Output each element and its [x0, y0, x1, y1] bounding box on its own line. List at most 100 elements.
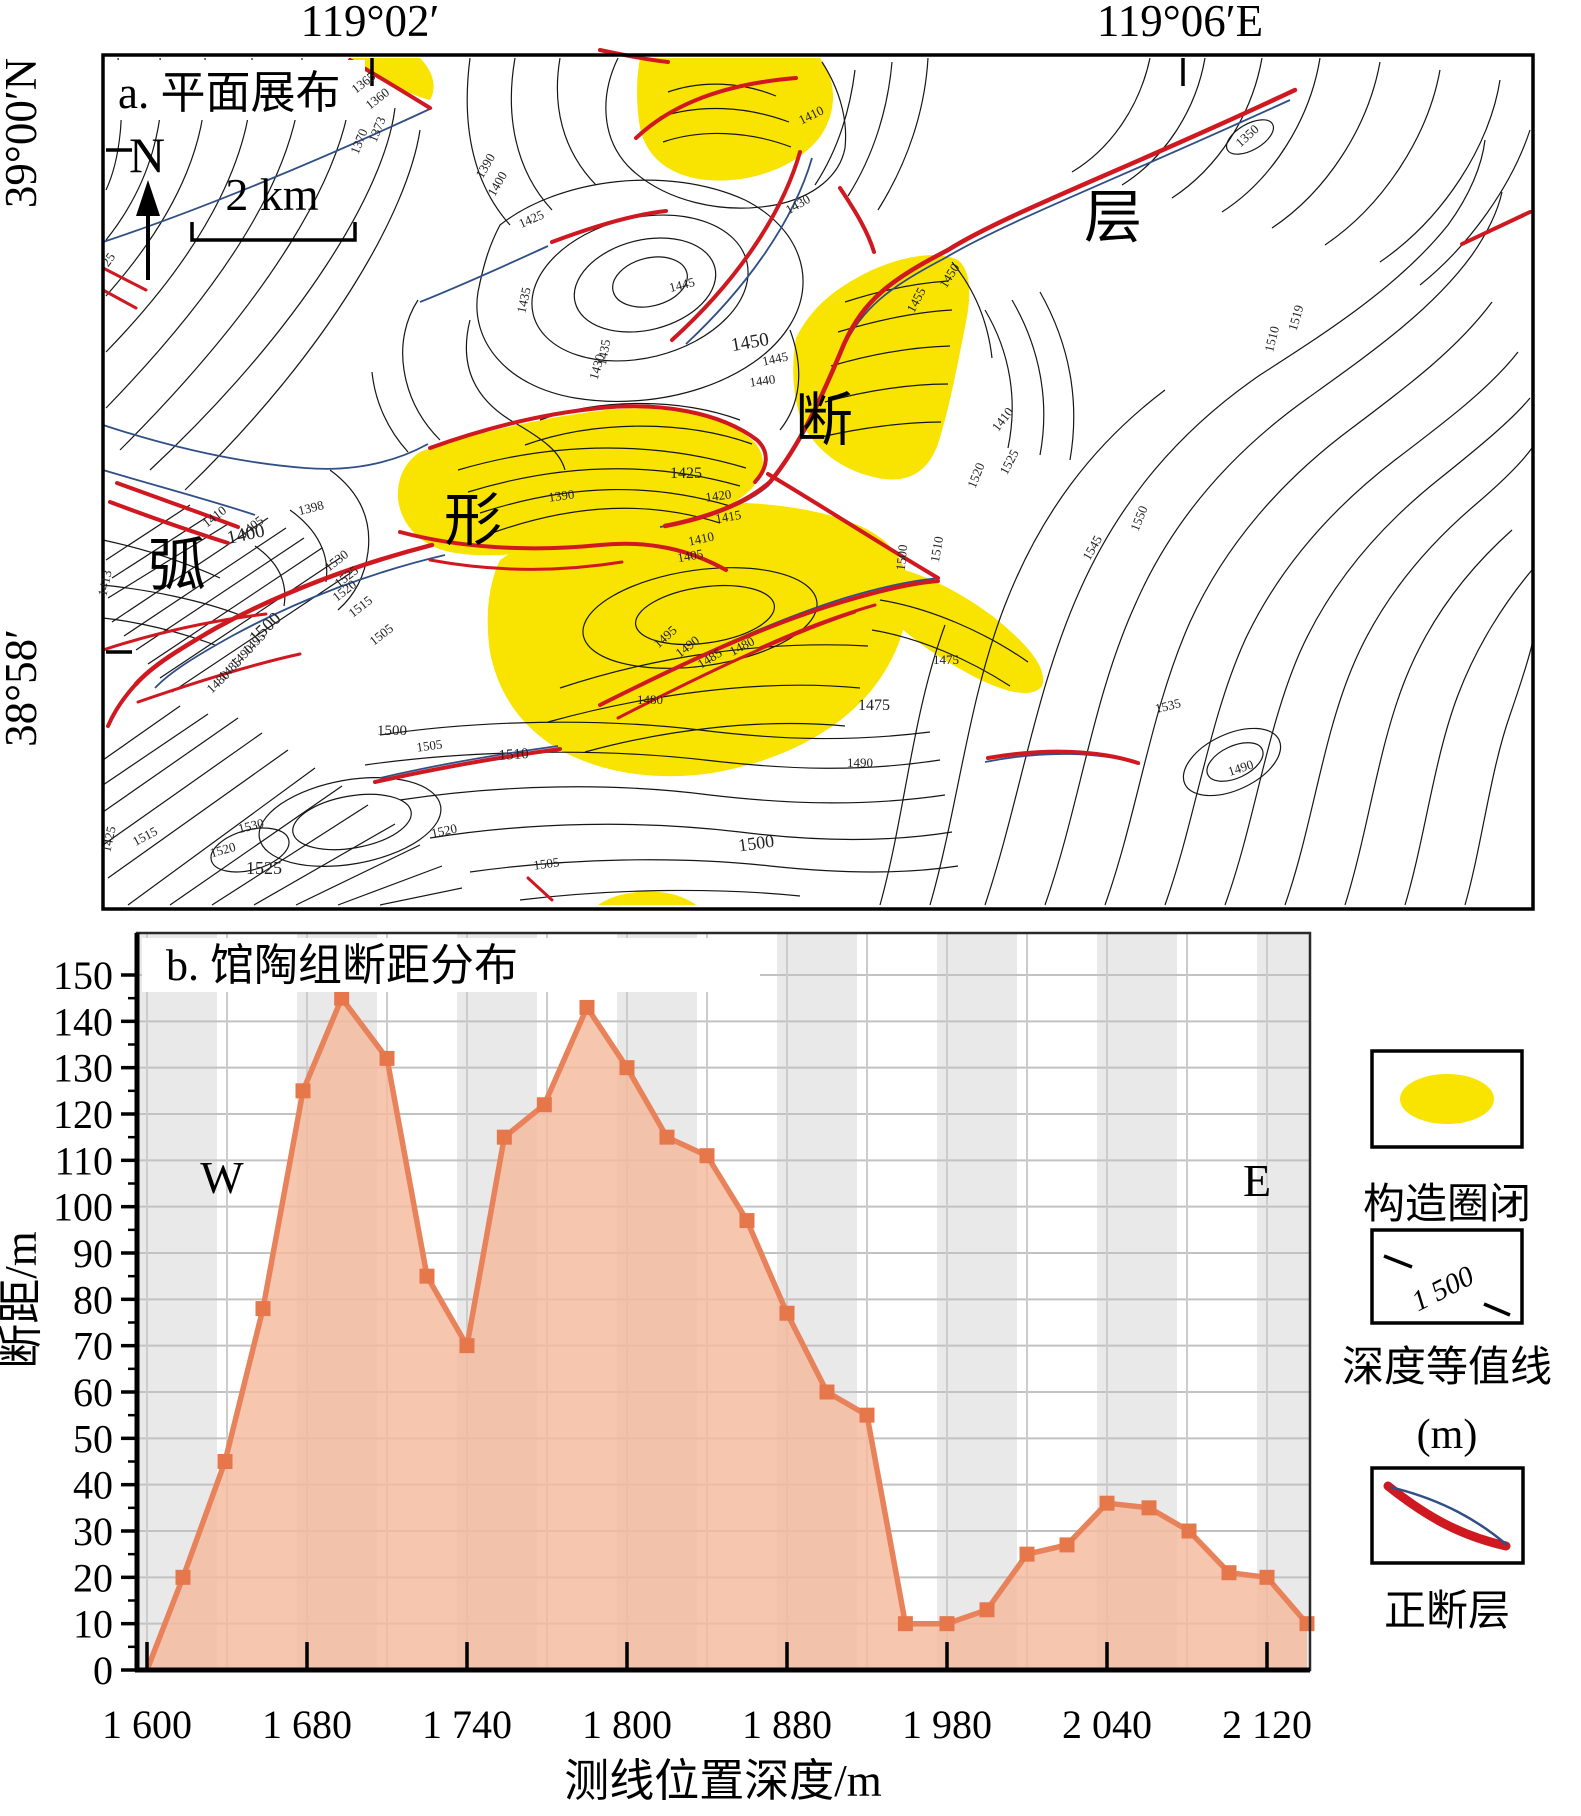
structural-closure-shapes [350, 58, 1044, 905]
y-tick-label: 150 [53, 953, 113, 998]
contour-value-label: 1510 [1261, 324, 1282, 353]
data-point-marker [217, 1454, 233, 1469]
contour-value-label: 1398 [296, 497, 325, 518]
contour-value-label: 1500 [893, 544, 911, 571]
data-point-marker [619, 1060, 635, 1076]
contour-value-label: 1370 [347, 126, 371, 156]
contour-value-label: 1430 [783, 191, 813, 217]
contour-value-label: 1420 [704, 486, 732, 504]
contour-sample-line-right [1483, 1302, 1511, 1317]
contour-value-label: 1410 [687, 529, 716, 549]
x-tick-label: 2 040 [1062, 1702, 1152, 1747]
contour-value-label: 1519 [1285, 303, 1307, 332]
contour-value-label: 1415 [714, 507, 742, 526]
y-tick-label: 90 [73, 1231, 113, 1276]
data-point-marker [939, 1616, 955, 1632]
y-tick-label: 60 [73, 1370, 113, 1415]
x-tick-label: 1 600 [102, 1702, 192, 1747]
data-point-marker [579, 999, 595, 1015]
contour-value-label: 1490 [1226, 757, 1255, 779]
normal-fault-lines [101, 48, 1532, 902]
contour-value-label: 1425 [516, 207, 546, 231]
legend-contour-unit: (m) [1417, 1412, 1478, 1458]
y-tick-label: 110 [54, 1138, 113, 1183]
contour-value-label: 1413 [95, 569, 115, 598]
data-point-marker [1099, 1495, 1115, 1511]
contour-value-label: 1505 [415, 736, 443, 754]
map-title: a. 平面展布 [118, 68, 340, 118]
contour-value-label: 1435 [514, 286, 534, 315]
contour-value-label: 1425 [99, 825, 119, 854]
legend-item-fault: 正断层 [1370, 1466, 1525, 1635]
x-tick-label: 1 800 [582, 1702, 672, 1747]
fault-name-char: 形 [444, 488, 502, 553]
north-label: N [129, 127, 165, 183]
map-title-backdrop [107, 60, 365, 120]
contour-value-label: 1510 [498, 746, 529, 764]
contour-value-label: 1500 [377, 723, 407, 739]
scale-bar: 2 km [190, 169, 357, 242]
coordinate-top-left: 119°02′ [301, 0, 440, 46]
coordinate-ticks [106, 58, 1185, 654]
contour-value-label: 1405 [676, 546, 704, 565]
y-tick-label: 20 [73, 1555, 113, 1600]
legend-fault-label: 正断层 [1384, 1589, 1510, 1635]
contour-value-label: 1445 [761, 349, 790, 369]
fault-name-char: 断 [795, 388, 853, 453]
contour-value-label: 1535 [1153, 695, 1182, 716]
legend-item-contour: 1 500 深度等值线 (m) [1342, 1228, 1552, 1458]
chart-title: b. 馆陶组断距分布 [166, 941, 518, 990]
data-point-marker [255, 1301, 271, 1317]
y-tick-label: 70 [73, 1324, 113, 1369]
data-point-marker [379, 1050, 395, 1066]
contour-value-label: 1530 [236, 815, 265, 836]
contour-value-label: 1425 [670, 465, 702, 482]
dense-contour-hatch [102, 504, 463, 906]
y-tick-label: 100 [53, 1185, 113, 1230]
throw-distribution-chart-panel: b. 馆陶组断距分布 01020304050607080901001101201… [0, 931, 1315, 1806]
contour-value-label: 1520 [964, 460, 988, 490]
contour-sample-line-left [1383, 1254, 1413, 1269]
closure-swatch-icon [1400, 1074, 1494, 1124]
axis-ticks [121, 973, 1269, 1672]
contour-value-label: 1435 [594, 338, 613, 366]
data-point-marker [859, 1407, 875, 1423]
coordinate-top-right: 119°06′E [1097, 0, 1263, 46]
west-label: W [200, 1152, 244, 1203]
series-area-fill [147, 998, 1307, 1670]
contour-value-label: 1525 [996, 447, 1021, 477]
fault-name-characters: 弧 形 断 层 [148, 185, 1142, 598]
y-tick-label: 40 [73, 1463, 113, 1508]
contour-value-label: 1430 [586, 352, 608, 381]
y-tick-label: 140 [53, 999, 113, 1044]
data-point-marker [1299, 1616, 1315, 1632]
x-tick-label: 1 680 [262, 1702, 352, 1747]
y-tick-label: 10 [73, 1602, 113, 1647]
east-label: E [1243, 1155, 1271, 1206]
north-arrow: N [129, 127, 165, 280]
x-tick-label: 1 880 [742, 1702, 832, 1747]
contour-value-label: 1480 [637, 692, 663, 707]
scale-bar-bracket [190, 222, 357, 242]
structure-map-panel: a. 平面展布 N 2 km 119°02′ 119°06′E 39°00′N … [0, 0, 1535, 911]
data-point-marker [897, 1616, 913, 1632]
data-point-marker [1181, 1523, 1197, 1539]
data-series [144, 990, 1315, 1671]
contour-value-label: 1500 [737, 831, 775, 856]
data-point-marker [496, 1129, 512, 1145]
data-point-marker [699, 1148, 715, 1164]
contour-value-label: 1550 [1127, 503, 1151, 533]
contour-value-label: 1490 [847, 755, 873, 770]
x-axis-title: 测线位置深度/m [564, 1756, 882, 1806]
data-point-marker [1259, 1569, 1275, 1585]
contour-value-label: 1525 [246, 858, 282, 878]
data-point-marker [1141, 1500, 1157, 1516]
legend-item-closure: 构造圈闭 [1363, 1049, 1531, 1228]
x-tick-label: 1 980 [902, 1702, 992, 1747]
data-point-marker [1059, 1537, 1075, 1553]
data-point-marker [739, 1213, 755, 1229]
fault-swatch-blue-icon [1389, 1485, 1508, 1546]
map-frame [101, 53, 1535, 911]
x-tick-labels: 1 600 1 680 1 740 1 800 1 880 1 980 2 040 2 120 [102, 1702, 1312, 1747]
